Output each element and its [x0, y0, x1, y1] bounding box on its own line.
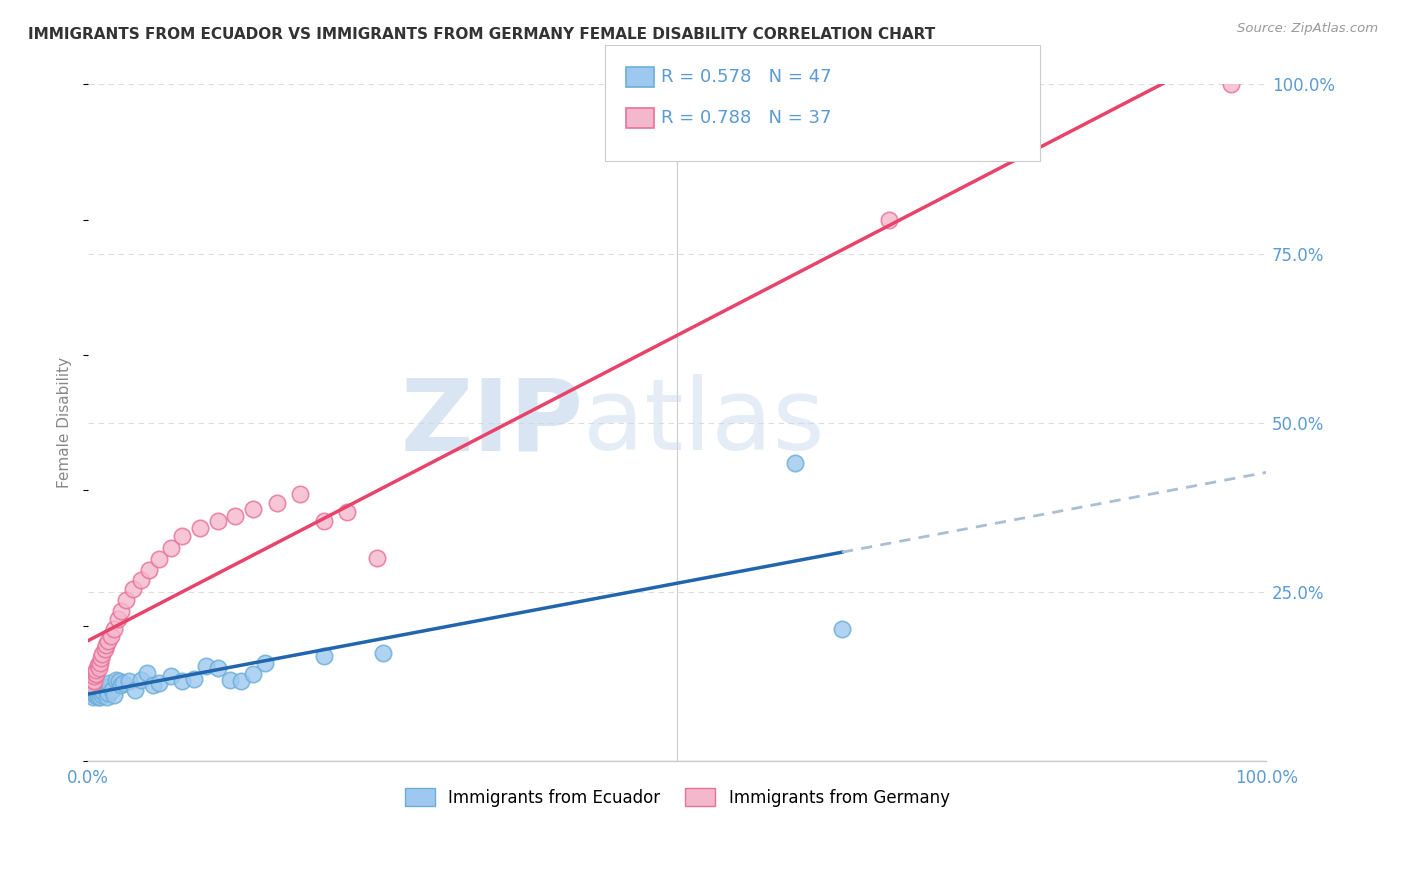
Point: [877, 212, 900, 227]
Point: [290, 487, 312, 501]
Point: [93, 685, 115, 699]
Point: [80, 678, 103, 692]
Point: [86, 676, 108, 690]
Point: [80, 686, 103, 700]
Point: [91, 688, 114, 702]
Point: [336, 505, 359, 519]
Y-axis label: Female Disability: Female Disability: [58, 357, 72, 488]
Point: [266, 495, 288, 509]
Point: [231, 674, 253, 689]
Point: [103, 622, 125, 636]
Point: [371, 646, 394, 660]
Point: [86, 658, 108, 673]
Point: [83, 674, 105, 689]
Text: IMMIGRANTS FROM ECUADOR VS IMMIGRANTS FROM GERMANY FEMALE DISABILITY CORRELATION: IMMIGRANTS FROM ECUADOR VS IMMIGRANTS FR…: [28, 27, 935, 42]
Text: R = 0.578   N = 47: R = 0.578 N = 47: [661, 68, 831, 86]
Point: [87, 681, 110, 695]
Point: [90, 683, 112, 698]
Point: [94, 638, 117, 652]
Point: [107, 674, 129, 689]
Point: [86, 663, 108, 677]
Point: [253, 656, 276, 670]
Point: [148, 552, 170, 566]
Point: [159, 669, 181, 683]
Point: [100, 683, 122, 698]
Point: [110, 604, 132, 618]
Point: [90, 651, 112, 665]
Text: atlas: atlas: [583, 375, 824, 471]
Legend: Immigrants from Ecuador, Immigrants from Germany: Immigrants from Ecuador, Immigrants from…: [398, 781, 956, 814]
Point: [87, 661, 110, 675]
Point: [107, 612, 129, 626]
Point: [105, 673, 128, 687]
Point: [124, 683, 146, 698]
Point: [148, 676, 170, 690]
Point: [138, 563, 160, 577]
Point: [89, 656, 111, 670]
Point: [207, 514, 229, 528]
Point: [142, 678, 165, 692]
Point: [118, 674, 141, 689]
Point: [84, 666, 107, 681]
Point: [84, 681, 107, 695]
Point: [103, 688, 125, 702]
Point: [86, 690, 108, 704]
Point: [183, 672, 205, 686]
Point: [91, 647, 114, 661]
Point: [242, 667, 264, 681]
Point: [84, 688, 107, 702]
Point: [122, 582, 145, 596]
Point: [93, 681, 115, 695]
Point: [172, 529, 194, 543]
Point: [312, 514, 335, 528]
Point: [110, 678, 132, 692]
Point: [312, 649, 335, 664]
Point: [93, 642, 115, 657]
Point: [159, 541, 181, 555]
Point: [188, 521, 211, 535]
Point: [242, 502, 264, 516]
Point: [87, 678, 110, 692]
Point: [86, 667, 108, 681]
Point: [86, 686, 108, 700]
Point: [172, 674, 194, 689]
Point: [82, 673, 104, 687]
Point: [218, 673, 240, 687]
Point: [224, 509, 246, 524]
Point: [82, 690, 104, 704]
Point: [89, 686, 111, 700]
Point: [783, 456, 806, 470]
Point: [207, 661, 229, 675]
Point: [136, 666, 159, 681]
Point: [1219, 78, 1241, 92]
Point: [89, 690, 111, 704]
Text: Source: ZipAtlas.com: Source: ZipAtlas.com: [1237, 22, 1378, 36]
Point: [83, 683, 105, 698]
Point: [129, 673, 152, 687]
Text: ZIP: ZIP: [401, 375, 583, 471]
Point: [194, 659, 217, 673]
Point: [112, 676, 135, 690]
Point: [97, 686, 120, 700]
Point: [100, 629, 122, 643]
Point: [86, 685, 108, 699]
Point: [96, 690, 118, 704]
Point: [366, 551, 388, 566]
Point: [129, 573, 152, 587]
Point: [83, 680, 105, 694]
Point: [94, 680, 117, 694]
Text: R = 0.788   N = 37: R = 0.788 N = 37: [661, 109, 831, 127]
Point: [97, 633, 120, 648]
Point: [115, 593, 138, 607]
Point: [98, 676, 121, 690]
Point: [831, 622, 853, 636]
Point: [83, 669, 105, 683]
